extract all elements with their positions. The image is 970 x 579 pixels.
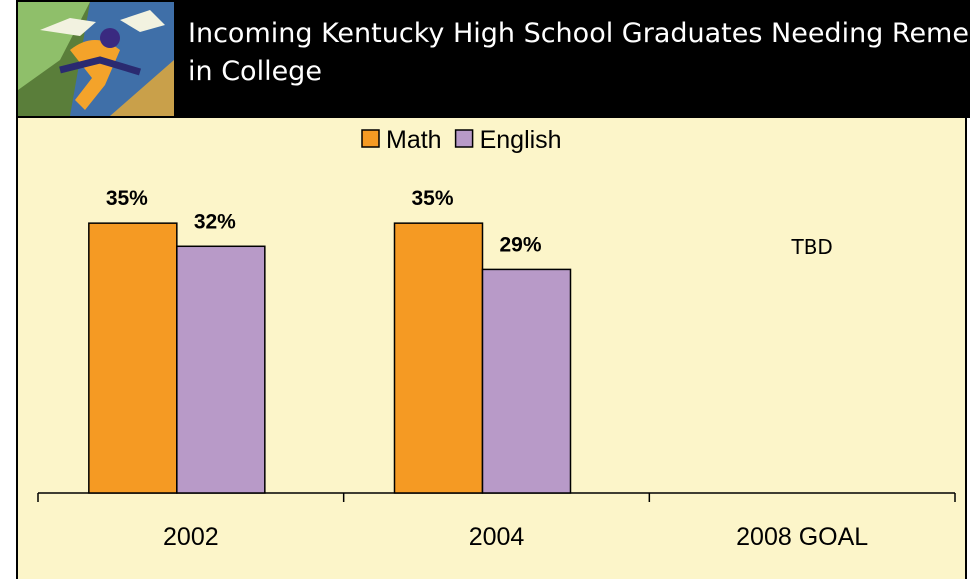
bar <box>176 245 266 494</box>
value-label: 29% <box>499 233 541 256</box>
bar <box>481 268 572 494</box>
legend-label: Math <box>386 126 442 154</box>
legend-swatch <box>454 129 474 148</box>
annotation: TBD <box>790 235 832 259</box>
bar <box>393 222 484 494</box>
legend-label: English <box>480 126 562 154</box>
header-icon <box>18 2 174 116</box>
x-tick-label: 2008 GOAL <box>736 523 868 551</box>
value-label: 32% <box>194 210 236 233</box>
bar <box>88 222 178 494</box>
chart-title-line: Incoming Kentucky High School Graduates … <box>188 18 970 49</box>
x-tick-label: 2002 <box>163 523 219 551</box>
value-label: 35% <box>106 187 148 210</box>
legend-swatch <box>361 129 380 148</box>
x-ticks <box>37 493 956 502</box>
chart-title-line: in College <box>188 56 322 87</box>
header-bar <box>16 0 970 118</box>
value-label: 35% <box>411 187 453 210</box>
x-tick-label: 2004 <box>469 523 525 551</box>
chart-title: Incoming Kentucky High School Graduates … <box>188 18 970 87</box>
